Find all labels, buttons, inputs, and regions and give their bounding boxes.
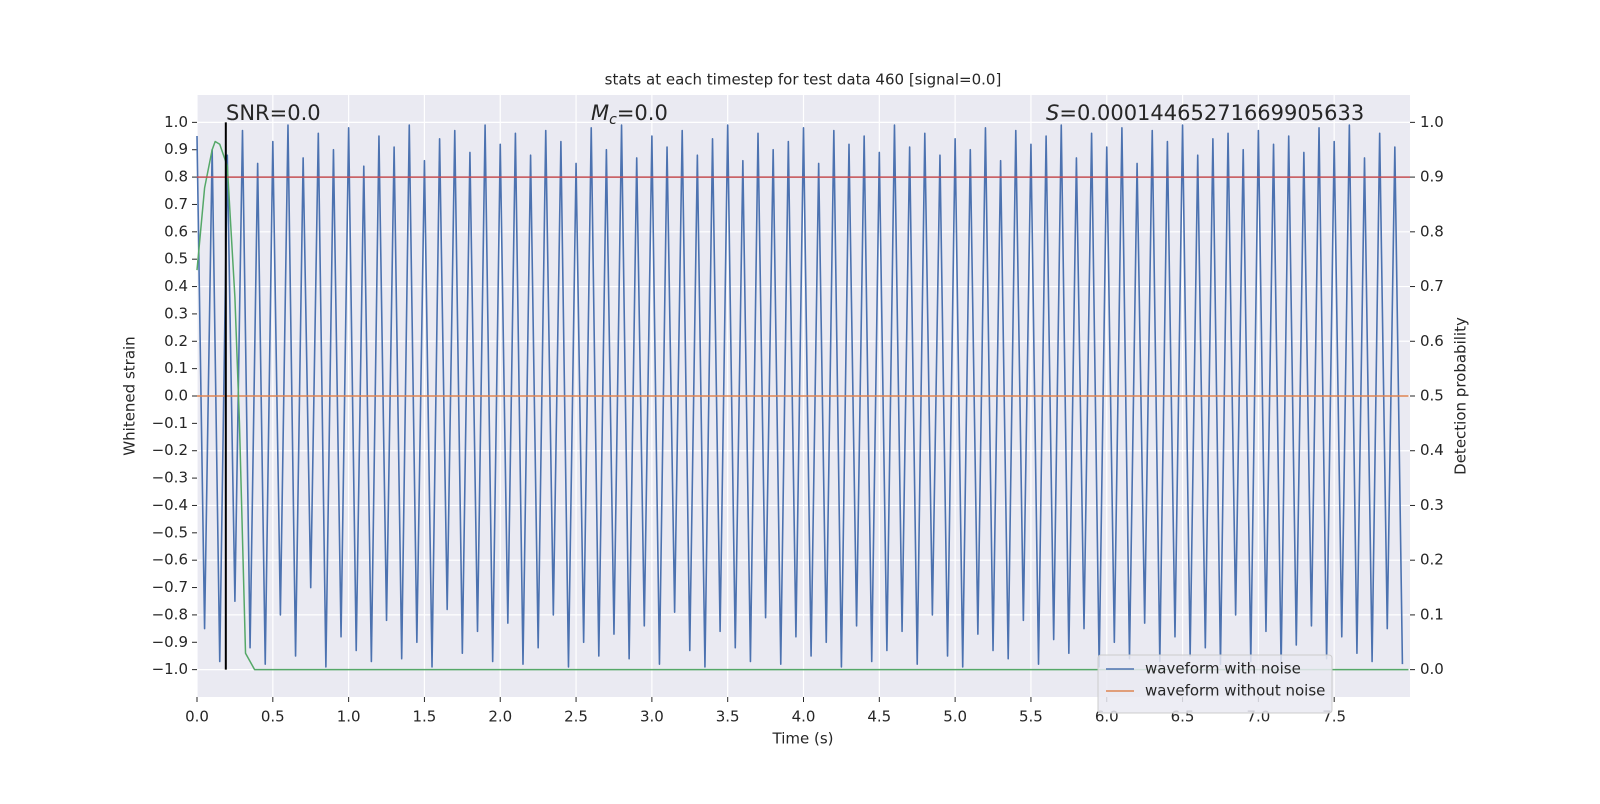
y2-tick-label: 0.3 xyxy=(1420,496,1444,514)
s-annotation: S=0.00014465271669905633 xyxy=(1046,101,1364,125)
mc-value: =0.0 xyxy=(617,101,668,125)
y2-tick-label: 0.7 xyxy=(1420,277,1444,295)
y-tick-label: 0.4 xyxy=(164,277,188,295)
y-tick-label: −0.7 xyxy=(152,578,188,596)
y-tick-label: 0.5 xyxy=(164,250,188,268)
y2-tick-label: 0.0 xyxy=(1420,660,1444,678)
y2-tick-label: 0.1 xyxy=(1420,605,1444,623)
y-tick-label: −0.8 xyxy=(152,605,188,623)
x-tick-label: 1.0 xyxy=(337,708,361,726)
x-tick-label: 5.5 xyxy=(1019,708,1043,726)
y-tick-label: −0.6 xyxy=(152,551,188,569)
y-tick-label: 1.0 xyxy=(164,113,188,131)
y2-tick-label: 0.5 xyxy=(1420,387,1444,405)
y2-tick-label: 0.6 xyxy=(1420,332,1444,350)
y2-axis-label: Detection probability xyxy=(1452,317,1470,475)
mc-subscript: c xyxy=(609,112,617,128)
legend-label: waveform without noise xyxy=(1145,682,1325,700)
s-value: =0.00014465271669905633 xyxy=(1059,101,1364,125)
y-tick-label: −0.9 xyxy=(152,633,188,651)
y-tick-label: 0.9 xyxy=(164,140,188,158)
series-line xyxy=(196,124,1404,668)
y2-tick-label: 0.4 xyxy=(1420,441,1444,459)
x-tick-label: 2.5 xyxy=(564,708,588,726)
y-tick-label: 0.3 xyxy=(164,304,188,322)
y-tick-label: −1.0 xyxy=(152,660,188,678)
x-axis-label: Time (s) xyxy=(772,730,834,748)
y-tick-label: 0.2 xyxy=(164,332,188,350)
x-tick-label: 3.0 xyxy=(640,708,664,726)
x-tick-label: 4.0 xyxy=(792,708,816,726)
legend-box xyxy=(1097,654,1333,714)
y-axis-label: Whitened strain xyxy=(121,336,139,455)
y2-tick-label: 0.8 xyxy=(1420,222,1444,240)
x-tick-label: 1.5 xyxy=(413,708,437,726)
x-tick-label: 3.5 xyxy=(716,708,740,726)
legend-label: waveform with noise xyxy=(1145,660,1301,678)
y-tick-label: −0.2 xyxy=(152,441,188,459)
y2-tick-label: 1.0 xyxy=(1420,113,1444,131)
y-tick-label: 0.7 xyxy=(164,195,188,213)
y-tick-label: −0.5 xyxy=(152,523,188,541)
s-symbol: S xyxy=(1046,101,1059,125)
y-tick-label: 0.8 xyxy=(164,168,188,186)
x-tick-label: 0.5 xyxy=(261,708,285,726)
x-tick-label: 2.0 xyxy=(488,708,512,726)
y-tick-label: 0.0 xyxy=(164,387,188,405)
x-tick-label: 0.0 xyxy=(185,708,209,726)
y2-tick-label: 0.9 xyxy=(1420,168,1444,186)
y-tick-label: −0.4 xyxy=(152,496,188,514)
y-tick-label: −0.3 xyxy=(152,469,188,487)
mc-symbol: M xyxy=(591,101,609,125)
y2-tick-label: 0.2 xyxy=(1420,551,1444,569)
y-tick-label: 0.6 xyxy=(164,222,188,240)
mc-annotation: Mc=0.0 xyxy=(591,101,668,128)
series-line xyxy=(196,140,1409,671)
snr-annotation: SNR=0.0 xyxy=(226,101,321,125)
x-tick-label: 4.5 xyxy=(867,708,891,726)
y-tick-label: 0.1 xyxy=(164,359,188,377)
x-tick-label: 5.0 xyxy=(943,708,967,726)
chart-title: stats at each timestep for test data 460… xyxy=(605,71,1002,89)
y-tick-label: −0.1 xyxy=(152,414,188,432)
